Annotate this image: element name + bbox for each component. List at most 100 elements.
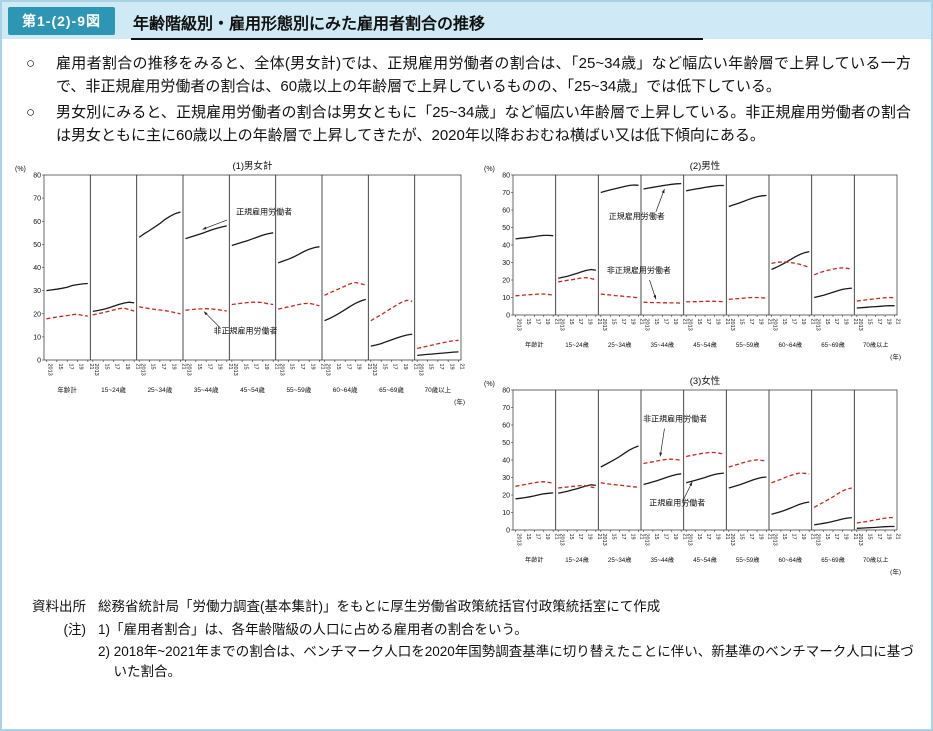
svg-text:(3)女性: (3)女性 <box>690 375 721 387</box>
svg-text:17: 17 <box>392 364 398 370</box>
svg-text:35~44歳: 35~44歳 <box>194 385 219 394</box>
svg-text:21: 21 <box>134 364 140 370</box>
svg-text:17: 17 <box>253 364 259 370</box>
chart-male: (2)男性 (%) 0 10 20 30 40 50 60 70 80 2013 15 17 19 21 年齢計… <box>483 159 903 366</box>
svg-text:(%): (%) <box>15 166 26 173</box>
svg-text:15: 15 <box>866 534 872 540</box>
svg-text:10: 10 <box>502 295 510 302</box>
svg-text:40: 40 <box>33 265 41 272</box>
svg-text:15~24歳: 15~24歳 <box>565 556 589 564</box>
svg-text:2013: 2013 <box>325 364 331 376</box>
svg-text:15: 15 <box>696 534 702 540</box>
svg-text:21: 21 <box>596 534 602 540</box>
svg-text:65~69歳: 65~69歳 <box>821 341 845 349</box>
svg-text:17: 17 <box>160 364 166 370</box>
svg-text:2013: 2013 <box>772 319 778 331</box>
svg-text:19: 19 <box>448 364 454 370</box>
svg-text:2013: 2013 <box>686 319 692 331</box>
svg-text:55~59歳: 55~59歳 <box>736 341 760 349</box>
svg-text:70歳以上: 70歳以上 <box>424 385 451 394</box>
svg-text:19: 19 <box>170 364 176 370</box>
svg-text:15: 15 <box>242 364 248 370</box>
svg-text:(1)男女計: (1)男女計 <box>232 160 273 172</box>
svg-text:70歳以上: 70歳以上 <box>863 341 888 349</box>
svg-text:19: 19 <box>885 534 891 540</box>
svg-text:17: 17 <box>535 534 541 540</box>
svg-text:15: 15 <box>866 319 872 325</box>
svg-text:60~64歳: 60~64歳 <box>779 341 803 349</box>
source-notes: 資料出所 総務省統計局「労働力調査(基本集計)」をもとに厚生労働省政策統括官付政… <box>2 597 931 681</box>
svg-text:17: 17 <box>206 364 212 370</box>
svg-text:17: 17 <box>620 319 626 325</box>
svg-text:21: 21 <box>724 534 730 540</box>
svg-text:21: 21 <box>852 534 858 540</box>
svg-text:15: 15 <box>103 364 109 370</box>
svg-text:(年): (年) <box>890 567 901 576</box>
note-label: (注) <box>63 621 87 637</box>
svg-text:2013: 2013 <box>47 364 53 376</box>
svg-text:17: 17 <box>748 319 754 325</box>
svg-text:17: 17 <box>438 364 444 370</box>
svg-text:19: 19 <box>587 319 593 325</box>
svg-text:19: 19 <box>843 534 849 540</box>
svg-text:17: 17 <box>535 319 541 325</box>
svg-text:0: 0 <box>37 358 41 365</box>
svg-text:65~69歳: 65~69歳 <box>821 556 845 564</box>
svg-text:80: 80 <box>502 173 510 180</box>
svg-text:15~24歳: 15~24歳 <box>101 385 126 394</box>
svg-text:17: 17 <box>833 534 839 540</box>
svg-text:(2)男性: (2)男性 <box>690 160 721 172</box>
svg-text:21: 21 <box>181 364 187 370</box>
svg-text:2013: 2013 <box>516 319 522 331</box>
svg-text:17: 17 <box>876 319 882 325</box>
svg-text:21: 21 <box>724 319 730 325</box>
note-1: 1)「雇用者割合」は、各年齢階級の人口に占める雇用者の割合をいう。 <box>98 621 528 637</box>
svg-text:40: 40 <box>502 458 510 465</box>
svg-text:15: 15 <box>696 319 702 325</box>
svg-text:17: 17 <box>345 364 351 370</box>
svg-text:15: 15 <box>738 319 744 325</box>
svg-text:15: 15 <box>57 364 63 370</box>
svg-text:21: 21 <box>412 364 418 370</box>
svg-text:21: 21 <box>273 364 279 370</box>
svg-text:15: 15 <box>196 364 202 370</box>
svg-text:年齢計: 年齢計 <box>525 556 544 564</box>
note-2: 2) 2018年~2021年までの割合は、ベンチマーク人口を2020年国勢調査基… <box>98 644 914 679</box>
svg-text:17: 17 <box>833 319 839 325</box>
svg-text:17: 17 <box>876 534 882 540</box>
svg-text:19: 19 <box>757 534 763 540</box>
svg-text:19: 19 <box>544 534 550 540</box>
svg-text:20: 20 <box>33 311 41 318</box>
svg-text:20: 20 <box>502 278 510 285</box>
svg-text:50: 50 <box>502 440 510 447</box>
bullet-text: 雇用者割合の推移をみると、全体(男女計)では、正規雇用労働者の割合は、「25~3… <box>56 55 911 95</box>
svg-text:20: 20 <box>502 493 510 500</box>
svg-text:15: 15 <box>824 534 830 540</box>
svg-text:2013: 2013 <box>814 319 820 331</box>
svg-text:2013: 2013 <box>729 534 735 546</box>
svg-text:21: 21 <box>596 319 602 325</box>
svg-text:21: 21 <box>553 319 559 325</box>
svg-text:21: 21 <box>366 364 372 370</box>
svg-text:15: 15 <box>781 534 787 540</box>
svg-text:19: 19 <box>356 364 362 370</box>
svg-text:35~44歳: 35~44歳 <box>651 556 675 564</box>
svg-text:2013: 2013 <box>601 319 607 331</box>
svg-text:21: 21 <box>459 364 465 370</box>
svg-text:17: 17 <box>791 534 797 540</box>
svg-text:17: 17 <box>748 534 754 540</box>
svg-text:21: 21 <box>767 319 773 325</box>
svg-text:21: 21 <box>553 534 559 540</box>
svg-text:60: 60 <box>502 423 510 430</box>
summary-bullet-1: ○ 雇用者割合の推移をみると、全体(男女計)では、正規雇用労働者の割合は、「25… <box>26 53 911 98</box>
svg-text:19: 19 <box>885 319 891 325</box>
svg-text:80: 80 <box>33 173 41 180</box>
svg-text:17: 17 <box>791 319 797 325</box>
svg-text:2013: 2013 <box>93 364 99 376</box>
svg-text:非正規雇用労働者: 非正規雇用労働者 <box>214 325 278 335</box>
svg-text:(%): (%) <box>484 166 495 173</box>
bullet-marker: ○ <box>26 104 36 121</box>
svg-text:2013: 2013 <box>686 534 692 546</box>
svg-text:15: 15 <box>150 364 156 370</box>
